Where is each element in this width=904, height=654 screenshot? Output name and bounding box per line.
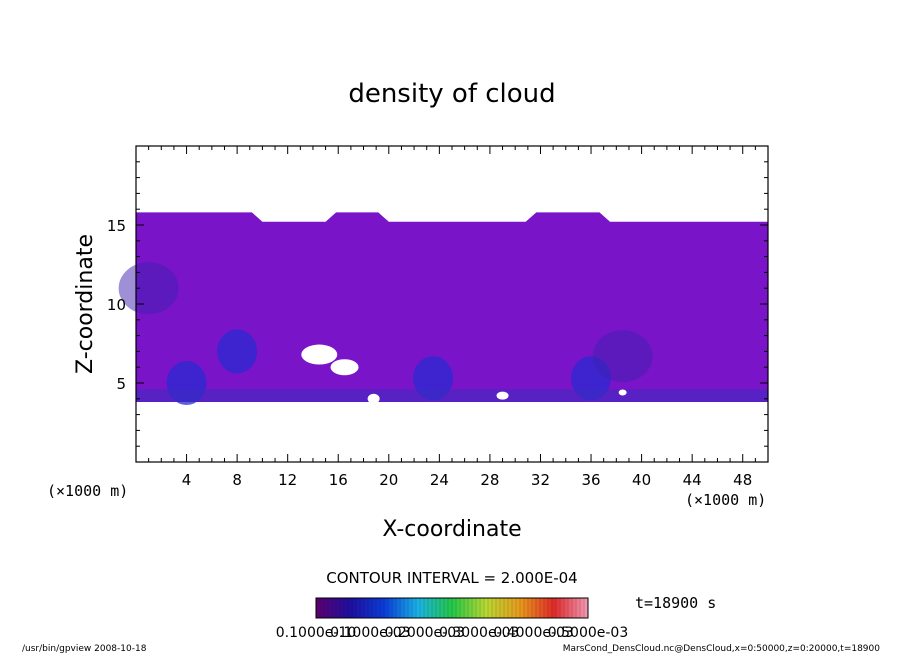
x-axis-title: X-coordinate — [382, 517, 521, 542]
dense-region — [413, 356, 454, 401]
cloud-gap — [618, 389, 627, 396]
x-tick-label: 20 — [379, 471, 398, 489]
cloud-gap — [330, 359, 359, 376]
cloud-gap — [496, 391, 509, 400]
y-axis-title: Z-coordinate — [73, 234, 98, 374]
colorbar-label: 0.5000e-03 — [548, 625, 628, 641]
x-tick-labels: 4 8 12 16 20 24 28 32 36 40 44 48 — [182, 471, 752, 489]
x-tick-label: 36 — [581, 471, 600, 489]
x-tick-label: 4 — [182, 471, 192, 489]
axis-ticks — [136, 146, 768, 462]
contour-interval-label: CONTOUR INTERVAL = 2.000E-04 — [326, 569, 577, 587]
colorbar-label: 0.4000e-03 — [493, 625, 573, 641]
colorbar-label: 0.1000e-10 — [276, 625, 356, 641]
y-tick-label: 5 — [116, 375, 126, 393]
dense-region — [592, 330, 653, 383]
time-label: t=18900 s — [635, 594, 716, 612]
y-tick-label: 15 — [107, 217, 126, 235]
cloud-gap — [367, 393, 380, 404]
cloud-field — [118, 212, 768, 405]
x-tick-label: 40 — [632, 471, 651, 489]
dense-region — [217, 329, 258, 374]
x-tick-label: 28 — [480, 471, 499, 489]
colorbar-labels: 0.1000e-100.1000e-030.2000e-030.3000e-03… — [276, 625, 628, 641]
cloud-base-band — [136, 389, 768, 402]
colorbar-label: 0.2000e-03 — [385, 625, 465, 641]
footer-program: /usr/bin/gpview 2008-10-18 — [22, 644, 147, 654]
colorbar — [315, 597, 589, 619]
colorbar-ramp — [315, 597, 589, 619]
x-tick-label: 16 — [329, 471, 348, 489]
x-tick-label: 12 — [278, 471, 297, 489]
y-unit-label: (×1000 m) — [47, 482, 128, 500]
colorbar-label: 0.1000e-03 — [330, 625, 410, 641]
x-tick-label: 32 — [531, 471, 550, 489]
chart-title: density of cloud — [348, 79, 555, 109]
footer-source: MarsCond_DensCloud.nc@DensCloud,x=0:5000… — [563, 644, 880, 654]
colorbar-label: 0.3000e-03 — [439, 625, 519, 641]
dense-region — [118, 262, 179, 315]
x-unit-label: (×1000 m) — [685, 491, 766, 509]
y-tick-label: 10 — [107, 296, 126, 314]
x-tick-label: 48 — [733, 471, 752, 489]
cloud-gap — [301, 344, 338, 365]
x-tick-label: 8 — [232, 471, 242, 489]
y-tick-labels: 5 10 15 — [107, 217, 126, 393]
x-tick-label: 24 — [430, 471, 449, 489]
x-tick-label: 44 — [683, 471, 702, 489]
